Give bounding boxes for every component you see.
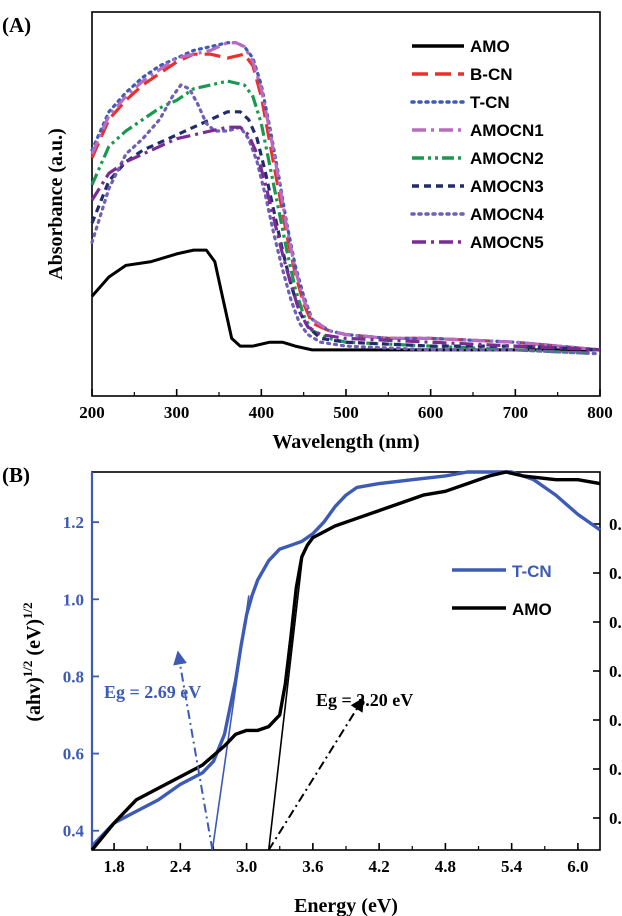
panel-b-x-tick-label: 3.6 — [302, 857, 323, 876]
panel-b-left-y-tick-label: 1.2 — [63, 513, 84, 532]
panel-a-label: (A) — [2, 13, 31, 37]
panel-b-x-tick-label: 6.0 — [567, 857, 588, 876]
legend-label-t-cn: T-CN — [470, 93, 510, 112]
panel-b-series-group — [90, 470, 601, 852]
panel-b-x-tick-label: 3.0 — [236, 857, 257, 876]
panel-b-annotations: Eg = 2.69 eV Eg = 3.20 eV — [104, 650, 413, 851]
legend-label-amocn5: AMOCN5 — [470, 233, 544, 252]
panel-a-y-axis-title: Absorbance (a.u.) — [45, 128, 67, 280]
panel-b-right-y-tick-label: 0. — [609, 711, 622, 730]
legend-label-amocn3: AMOCN3 — [470, 177, 544, 196]
panel-b-right-y-tick-label: 0. — [609, 760, 622, 779]
series-line-amocn1 — [90, 41, 601, 352]
tangent-line-amo — [267, 552, 304, 851]
panel-b-left-y-tick-label: 0.4 — [63, 822, 85, 841]
panel-b-x-axis-title: Energy (eV) — [294, 895, 398, 916]
panel-b-right-y-tick-label: 0. — [609, 564, 622, 583]
panel-a-x-axis-title: Wavelength (nm) — [272, 431, 419, 453]
annotation-label: Eg = 2.69 eV — [104, 682, 201, 702]
panel-b-left-y-tick-label: 0.8 — [63, 667, 84, 686]
panel-a-absorbance-chart: (A) 200 300 400 500 600 700 800 AMOB-CNT-CNAMO… — [2, 11, 613, 453]
panel-b-y-axis-title: (ahv)1/2 (eV)1/2 — [20, 602, 45, 721]
series-line-amocn3 — [90, 110, 601, 352]
panel-a-series-group — [90, 41, 602, 356]
series-line-t-cn — [90, 41, 602, 352]
panel-b-tauc-plot: (B) 1.8 2.4 3.0 3.6 4.2 4.8 5.4 6.0 0.4 0.6 0.8 1.0… — [2, 463, 622, 916]
panel-b-x-tick-label: 1.8 — [103, 857, 124, 876]
series-line-t-cn — [90, 470, 601, 848]
legend-label-amocn1: AMOCN1 — [470, 121, 544, 140]
panel-b-x-tick-label: 4.2 — [369, 857, 390, 876]
panel-a-x-tick-label: 600 — [418, 403, 444, 422]
legend-label-amo: AMO — [470, 37, 510, 56]
panel-a-x-tick-label: 200 — [79, 403, 105, 422]
panel-b-right-y-tick-label: 0. — [609, 515, 622, 534]
panel-b-left-y-tick-label: 0.6 — [63, 745, 84, 764]
annotation-label: Eg = 3.20 eV — [316, 690, 413, 710]
panel-a-x-tick-label: 300 — [164, 403, 190, 422]
series-line-amocn2 — [90, 79, 601, 356]
panel-a-x-tick-label: 500 — [333, 403, 359, 422]
panel-a-x-tick-label: 700 — [503, 403, 529, 422]
panel-b-right-y-tick-label: 0. — [609, 809, 622, 828]
panel-b-label: (B) — [2, 463, 30, 487]
panel-b-left-y-tick-label: 1.0 — [63, 590, 84, 609]
panel-a-legend: AMO B-CN T-CN AMOCN1 AMOCN2 AMOCN3 AMOCN4 AMOCN… — [410, 37, 544, 252]
panel-b-legend: T-CN AMO — [452, 562, 552, 619]
legend-label-amocn4: AMOCN4 — [470, 205, 544, 224]
panel-b-axes: 1.8 2.4 3.0 3.6 4.2 4.8 5.4 6.0 0.4 0.6 0.8 1.0 1.2 0… — [63, 513, 622, 876]
series-line-amo — [90, 248, 600, 352]
panel-a-x-axis: 200 300 400 500 600 700 800 — [79, 389, 613, 422]
legend-label-t-cn: T-CN — [512, 562, 552, 581]
panel-b-right-y-tick-label: 0. — [609, 662, 622, 681]
annotation-arrow — [267, 697, 365, 851]
annotation-arrow — [173, 650, 214, 851]
legend-label-amocn2: AMOCN2 — [470, 149, 544, 168]
series-line-b-cn — [90, 52, 601, 352]
panel-a-x-tick-label: 400 — [249, 403, 275, 422]
panel-b-x-tick-label: 5.4 — [501, 857, 523, 876]
panel-b-x-tick-label: 4.8 — [435, 857, 456, 876]
series-line-amocn5 — [90, 125, 601, 352]
panel-a-x-tick-label: 800 — [587, 403, 613, 422]
panel-b-right-y-tick-label: 0. — [609, 613, 622, 632]
series-line-amo — [90, 470, 601, 852]
legend-label-amo: AMO — [512, 600, 552, 619]
panel-b-x-tick-label: 2.4 — [170, 857, 192, 876]
series-line-amocn4 — [90, 83, 602, 356]
legend-label-b-cn: B-CN — [470, 65, 513, 84]
